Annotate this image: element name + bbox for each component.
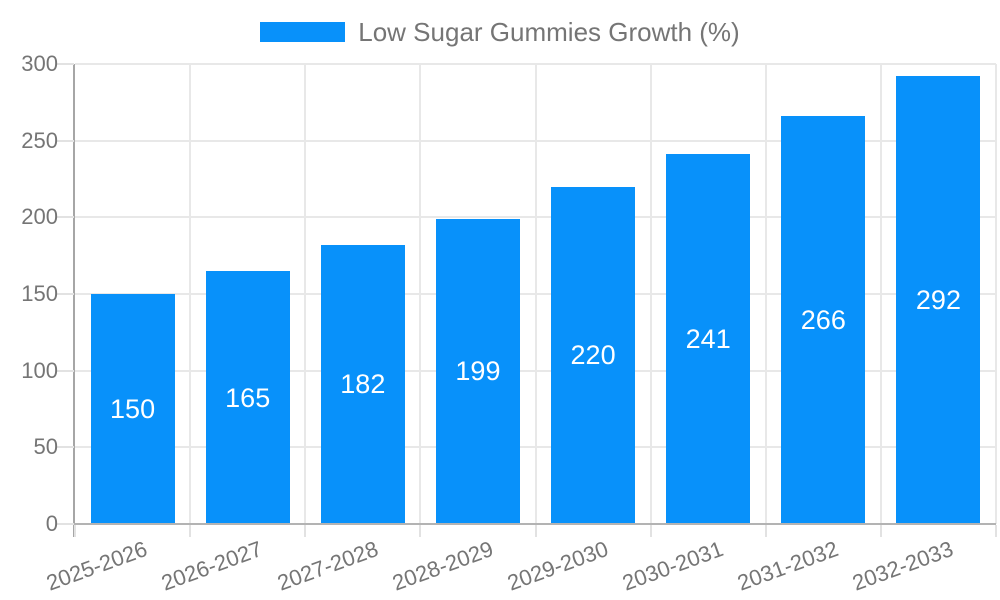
legend-label: Low Sugar Gummies Growth (%) [358,17,740,47]
x-tick [649,525,652,537]
bar[interactable]: 220 [551,186,636,524]
y-tick [57,216,74,219]
x-tick [189,525,192,537]
x-tick [534,525,537,537]
y-tick [57,369,74,372]
bar-value-label: 220 [570,340,616,371]
y-axis-label: 250 [21,127,58,153]
y-tick [57,446,74,449]
x-tick [879,525,882,537]
y-axis-label: 50 [33,434,58,460]
v-gridline [995,64,997,524]
x-tick [74,525,76,537]
x-tick [764,525,767,537]
x-axis-label: 2031-2032 [734,536,842,596]
legend-swatch [260,22,346,42]
y-tick [57,523,74,525]
v-gridline [764,64,767,524]
bar-value-label: 199 [455,356,501,387]
bar[interactable]: 266 [781,116,866,524]
plot-area: 150 165 182 199 220 241 266 292 [75,63,997,524]
bar-value-label: 266 [800,305,846,336]
v-gridline [534,64,537,524]
y-tick [57,293,74,295]
bar-value-label: 292 [915,285,961,316]
x-axis-label: 2025-2026 [43,536,151,596]
bar-value-label: 150 [110,394,156,424]
x-axis-label: 2027-2028 [273,536,382,596]
bar[interactable]: 165 [205,271,290,524]
bar-value-label: 241 [685,324,731,355]
x-axis-label: 2029-2030 [503,536,612,596]
v-gridline [419,64,422,524]
bar[interactable]: 182 [320,244,405,524]
y-axis-line [73,64,75,537]
y-tick [57,63,74,65]
x-tick [419,525,422,537]
bar[interactable]: 292 [896,76,981,524]
x-axis-label: 2026-2027 [158,536,266,596]
y-axis-label: 200 [21,204,58,230]
y-axis-label: 100 [21,357,58,383]
bar[interactable]: 199 [435,218,520,524]
v-gridline [649,64,652,524]
y-axis-label: 150 [21,281,58,306]
bar-value-label: 182 [340,369,386,400]
chart-legend: Low Sugar Gummies Growth (%) [0,18,1000,46]
y-tick [57,139,74,142]
x-axis-label: 2032-2033 [849,536,957,596]
x-tick [995,525,997,537]
x-axis-label: 2028-2029 [388,536,497,596]
bar[interactable]: 150 [90,294,175,524]
x-axis-line [73,523,996,525]
bar[interactable]: 241 [666,154,751,524]
x-tick [304,525,307,537]
v-gridline [304,64,307,524]
x-axis-label: 2030-2031 [618,536,727,596]
v-gridline [189,64,192,524]
y-axis-label: 0 [45,511,58,536]
bar-value-label: 165 [225,382,271,413]
y-axis-label: 300 [21,51,58,76]
v-gridline [879,64,882,524]
